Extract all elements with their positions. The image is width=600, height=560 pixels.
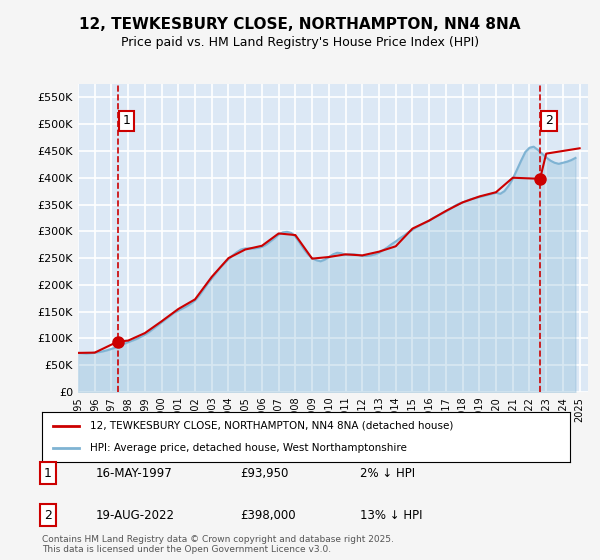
Text: 1: 1: [122, 114, 131, 128]
Text: 1: 1: [44, 466, 52, 480]
Text: 12, TEWKESBURY CLOSE, NORTHAMPTON, NN4 8NA: 12, TEWKESBURY CLOSE, NORTHAMPTON, NN4 8…: [79, 17, 521, 32]
Text: £93,950: £93,950: [240, 466, 289, 480]
Text: 16-MAY-1997: 16-MAY-1997: [96, 466, 173, 480]
Text: Price paid vs. HM Land Registry's House Price Index (HPI): Price paid vs. HM Land Registry's House …: [121, 36, 479, 49]
Text: £398,000: £398,000: [240, 508, 296, 522]
Text: HPI: Average price, detached house, West Northamptonshire: HPI: Average price, detached house, West…: [89, 443, 406, 453]
Text: 12, TEWKESBURY CLOSE, NORTHAMPTON, NN4 8NA (detached house): 12, TEWKESBURY CLOSE, NORTHAMPTON, NN4 8…: [89, 421, 453, 431]
Text: Contains HM Land Registry data © Crown copyright and database right 2025.
This d: Contains HM Land Registry data © Crown c…: [42, 535, 394, 554]
Text: 2: 2: [44, 508, 52, 522]
Text: 2% ↓ HPI: 2% ↓ HPI: [360, 466, 415, 480]
Text: 2: 2: [545, 114, 553, 128]
Text: 13% ↓ HPI: 13% ↓ HPI: [360, 508, 422, 522]
Text: 19-AUG-2022: 19-AUG-2022: [96, 508, 175, 522]
